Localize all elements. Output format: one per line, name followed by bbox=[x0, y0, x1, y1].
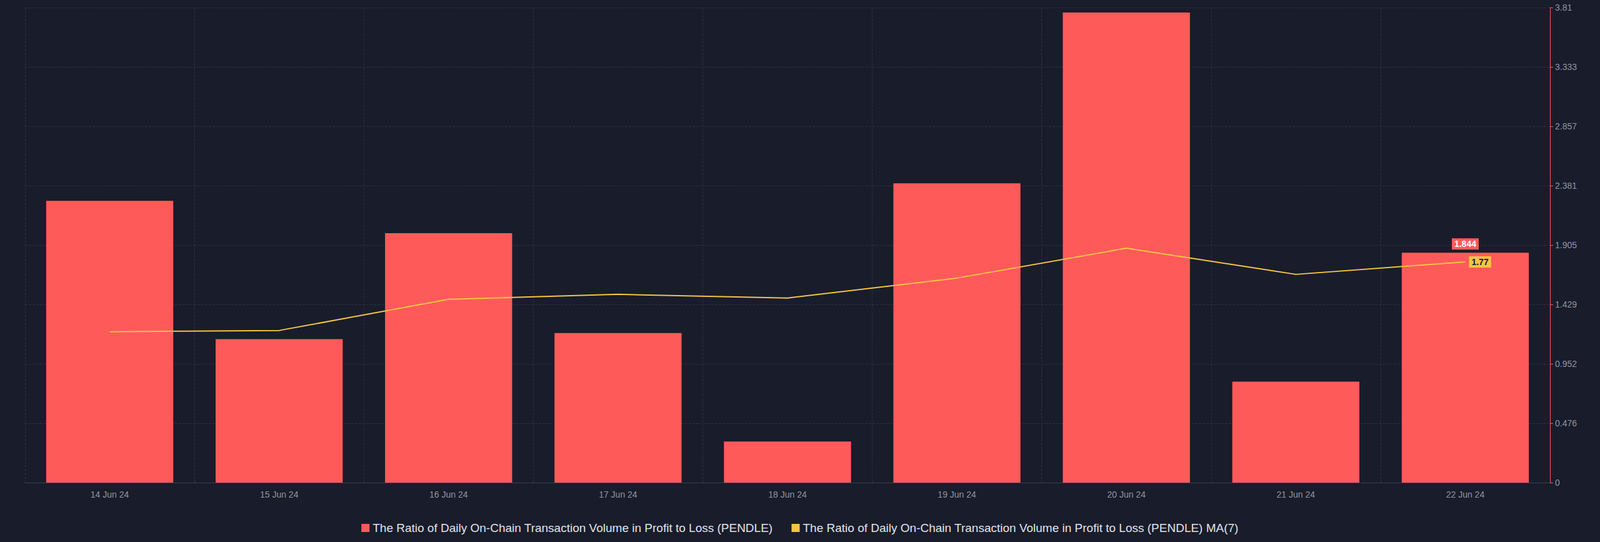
svg-text:0: 0 bbox=[1555, 477, 1560, 488]
svg-text:19 Jun 24: 19 Jun 24 bbox=[937, 489, 977, 500]
svg-text:2.381: 2.381 bbox=[1555, 180, 1577, 191]
svg-text:21 Jun 24: 21 Jun 24 bbox=[1276, 489, 1316, 500]
svg-text:15 Jun 24: 15 Jun 24 bbox=[260, 489, 299, 500]
svg-text:14 Jun 24: 14 Jun 24 bbox=[90, 489, 130, 500]
svg-text:1.844: 1.844 bbox=[1454, 238, 1477, 249]
svg-text:18 Jun 24: 18 Jun 24 bbox=[768, 489, 807, 500]
svg-text:1.429: 1.429 bbox=[1555, 299, 1577, 310]
svg-text:3.333: 3.333 bbox=[1555, 61, 1577, 72]
svg-text:0.476: 0.476 bbox=[1555, 418, 1577, 429]
svg-text:16 Jun 24: 16 Jun 24 bbox=[429, 489, 469, 500]
svg-text:The Ratio of Daily On-Chain Tr: The Ratio of Daily On-Chain Transaction … bbox=[372, 521, 773, 535]
svg-text:0.952: 0.952 bbox=[1555, 358, 1577, 369]
svg-text:22 Jun 24: 22 Jun 24 bbox=[1446, 489, 1485, 500]
svg-text:The Ratio of Daily On-Chain Tr: The Ratio of Daily On-Chain Transaction … bbox=[803, 521, 1239, 535]
svg-text:1.77: 1.77 bbox=[1471, 256, 1489, 267]
svg-text:20 Jun 24: 20 Jun 24 bbox=[1106, 489, 1146, 500]
svg-text:17 Jun 24: 17 Jun 24 bbox=[598, 489, 638, 500]
svg-text:2.857: 2.857 bbox=[1555, 121, 1577, 132]
svg-text:1.905: 1.905 bbox=[1555, 240, 1577, 250]
svg-text:3.81: 3.81 bbox=[1555, 2, 1572, 13]
